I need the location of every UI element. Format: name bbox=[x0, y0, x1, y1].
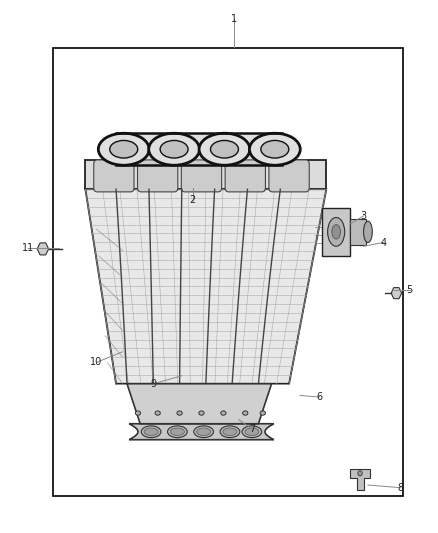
Ellipse shape bbox=[155, 411, 160, 415]
Bar bbox=[322, 208, 350, 256]
Ellipse shape bbox=[245, 428, 259, 435]
Text: 5: 5 bbox=[406, 286, 413, 295]
Ellipse shape bbox=[141, 426, 161, 438]
Bar bbox=[116, 133, 283, 165]
FancyBboxPatch shape bbox=[181, 160, 222, 192]
FancyBboxPatch shape bbox=[269, 160, 309, 192]
Polygon shape bbox=[391, 288, 402, 298]
Ellipse shape bbox=[364, 221, 372, 243]
Bar bbox=[53, 48, 403, 496]
Ellipse shape bbox=[260, 411, 265, 415]
Ellipse shape bbox=[199, 411, 204, 415]
Ellipse shape bbox=[135, 411, 141, 415]
Ellipse shape bbox=[199, 133, 250, 165]
Ellipse shape bbox=[194, 426, 214, 438]
Text: 6: 6 bbox=[317, 392, 323, 402]
Text: 10: 10 bbox=[90, 358, 102, 367]
Ellipse shape bbox=[221, 411, 226, 415]
Text: 9: 9 bbox=[150, 379, 156, 389]
Ellipse shape bbox=[250, 133, 300, 165]
Ellipse shape bbox=[261, 140, 289, 158]
Ellipse shape bbox=[170, 428, 184, 435]
Text: 4: 4 bbox=[380, 238, 386, 247]
FancyBboxPatch shape bbox=[94, 160, 134, 192]
Polygon shape bbox=[85, 160, 326, 189]
Polygon shape bbox=[350, 469, 370, 490]
FancyBboxPatch shape bbox=[138, 160, 178, 192]
Text: 1: 1 bbox=[231, 14, 237, 23]
Ellipse shape bbox=[160, 140, 188, 158]
Ellipse shape bbox=[144, 428, 158, 435]
Text: 3: 3 bbox=[360, 211, 367, 221]
Ellipse shape bbox=[358, 471, 362, 476]
Text: 2: 2 bbox=[190, 195, 196, 205]
Ellipse shape bbox=[211, 140, 238, 158]
Ellipse shape bbox=[328, 217, 345, 246]
Polygon shape bbox=[129, 424, 274, 440]
Polygon shape bbox=[37, 243, 49, 255]
Ellipse shape bbox=[223, 428, 237, 435]
Ellipse shape bbox=[110, 140, 138, 158]
Text: 7: 7 bbox=[249, 424, 255, 434]
Ellipse shape bbox=[243, 411, 248, 415]
Text: 11: 11 bbox=[22, 243, 35, 253]
Bar bbox=[350, 219, 366, 245]
Text: 8: 8 bbox=[398, 483, 404, 492]
Polygon shape bbox=[127, 384, 272, 424]
Ellipse shape bbox=[98, 133, 149, 165]
FancyBboxPatch shape bbox=[225, 160, 265, 192]
Ellipse shape bbox=[197, 428, 211, 435]
Ellipse shape bbox=[220, 426, 240, 438]
Ellipse shape bbox=[149, 133, 200, 165]
Ellipse shape bbox=[168, 426, 187, 438]
Ellipse shape bbox=[332, 225, 340, 239]
Ellipse shape bbox=[242, 426, 261, 438]
Polygon shape bbox=[85, 189, 326, 384]
Ellipse shape bbox=[177, 411, 182, 415]
